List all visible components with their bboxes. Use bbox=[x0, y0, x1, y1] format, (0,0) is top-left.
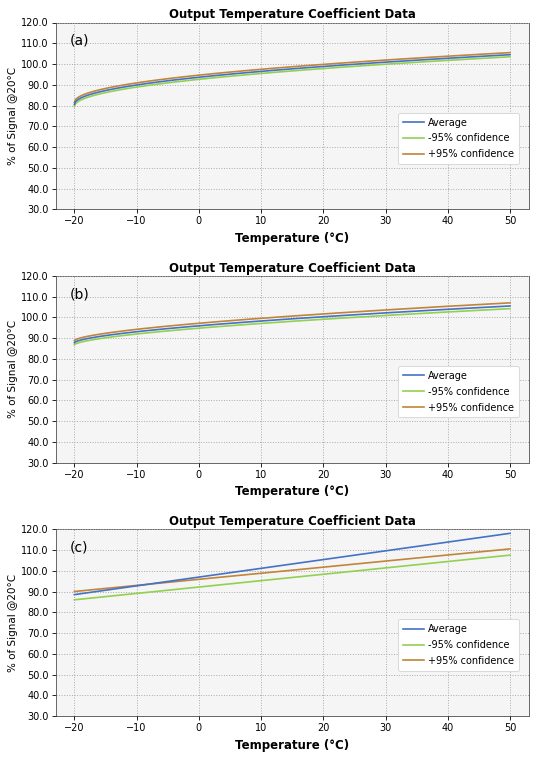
-95% confidence bbox=[124, 84, 130, 93]
-95% confidence bbox=[244, 70, 250, 79]
Y-axis label: % of Signal @20°C: % of Signal @20°C bbox=[9, 574, 18, 672]
Legend: Average, -95% confidence, +95% confidence: Average, -95% confidence, +95% confidenc… bbox=[398, 366, 519, 417]
-95% confidence bbox=[388, 311, 394, 320]
-95% confidence bbox=[244, 578, 250, 587]
Y-axis label: % of Signal @20°C: % of Signal @20°C bbox=[9, 320, 18, 419]
-95% confidence bbox=[124, 331, 130, 340]
Line: -95% confidence: -95% confidence bbox=[74, 57, 510, 106]
Average bbox=[124, 328, 130, 337]
-95% confidence bbox=[388, 563, 394, 572]
+95% confidence bbox=[71, 336, 77, 345]
-95% confidence bbox=[507, 550, 513, 559]
Text: (a): (a) bbox=[70, 33, 89, 48]
Line: -95% confidence: -95% confidence bbox=[74, 555, 510, 600]
Average bbox=[345, 311, 352, 320]
Line: +95% confidence: +95% confidence bbox=[74, 549, 510, 591]
Average bbox=[388, 308, 394, 317]
X-axis label: Temperature (°C): Temperature (°C) bbox=[235, 486, 349, 499]
-95% confidence bbox=[386, 311, 392, 320]
X-axis label: Temperature (°C): Temperature (°C) bbox=[235, 739, 349, 752]
+95% confidence bbox=[213, 69, 220, 78]
-95% confidence bbox=[386, 563, 392, 572]
Average bbox=[244, 68, 250, 78]
+95% confidence bbox=[386, 55, 392, 65]
Average bbox=[213, 320, 220, 329]
+95% confidence bbox=[124, 326, 130, 335]
Text: (b): (b) bbox=[70, 287, 90, 301]
-95% confidence bbox=[386, 59, 392, 68]
Average bbox=[507, 50, 513, 59]
-95% confidence bbox=[388, 59, 394, 68]
Text: (c): (c) bbox=[70, 540, 89, 554]
Average bbox=[71, 100, 77, 109]
Average bbox=[345, 60, 352, 69]
Line: +95% confidence: +95% confidence bbox=[74, 52, 510, 103]
-95% confidence bbox=[71, 595, 77, 604]
-95% confidence bbox=[213, 73, 220, 82]
+95% confidence bbox=[386, 306, 392, 315]
+95% confidence bbox=[213, 573, 220, 582]
-95% confidence bbox=[345, 567, 352, 576]
-95% confidence bbox=[124, 590, 130, 599]
-95% confidence bbox=[71, 340, 77, 350]
Average bbox=[386, 546, 392, 555]
Line: Average: Average bbox=[74, 55, 510, 105]
-95% confidence bbox=[345, 313, 352, 322]
Legend: Average, -95% confidence, +95% confidence: Average, -95% confidence, +95% confidenc… bbox=[398, 112, 519, 164]
-95% confidence bbox=[213, 322, 220, 331]
Line: +95% confidence: +95% confidence bbox=[74, 302, 510, 340]
+95% confidence bbox=[71, 98, 77, 107]
Average bbox=[388, 546, 394, 555]
Average bbox=[71, 590, 77, 599]
Line: Average: Average bbox=[74, 534, 510, 594]
Y-axis label: % of Signal @20°C: % of Signal @20°C bbox=[9, 67, 18, 165]
Average bbox=[213, 71, 220, 80]
Average bbox=[345, 552, 352, 561]
+95% confidence bbox=[345, 308, 352, 317]
Title: Output Temperature Coefficient Data: Output Temperature Coefficient Data bbox=[169, 261, 416, 274]
-95% confidence bbox=[507, 304, 513, 313]
+95% confidence bbox=[388, 556, 394, 565]
Title: Output Temperature Coefficient Data: Output Temperature Coefficient Data bbox=[169, 515, 416, 528]
Average bbox=[388, 57, 394, 66]
+95% confidence bbox=[388, 55, 394, 65]
-95% confidence bbox=[71, 102, 77, 111]
Average bbox=[244, 565, 250, 575]
+95% confidence bbox=[507, 298, 513, 307]
+95% confidence bbox=[345, 58, 352, 67]
-95% confidence bbox=[213, 581, 220, 590]
Average bbox=[507, 302, 513, 311]
Line: Average: Average bbox=[74, 306, 510, 343]
+95% confidence bbox=[388, 305, 394, 314]
Average bbox=[124, 82, 130, 91]
Average bbox=[386, 57, 392, 66]
Average bbox=[71, 338, 77, 347]
+95% confidence bbox=[386, 556, 392, 565]
+95% confidence bbox=[244, 66, 250, 75]
-95% confidence bbox=[345, 62, 352, 71]
-95% confidence bbox=[244, 320, 250, 329]
Average bbox=[244, 318, 250, 327]
-95% confidence bbox=[507, 52, 513, 62]
+95% confidence bbox=[507, 48, 513, 57]
Legend: Average, -95% confidence, +95% confidence: Average, -95% confidence, +95% confidenc… bbox=[398, 619, 519, 671]
Average bbox=[507, 529, 513, 538]
Title: Output Temperature Coefficient Data: Output Temperature Coefficient Data bbox=[169, 8, 416, 21]
Average bbox=[124, 583, 130, 592]
Average bbox=[386, 308, 392, 317]
+95% confidence bbox=[244, 570, 250, 579]
+95% confidence bbox=[213, 317, 220, 326]
+95% confidence bbox=[124, 582, 130, 591]
+95% confidence bbox=[71, 587, 77, 596]
+95% confidence bbox=[345, 560, 352, 569]
X-axis label: Temperature (°C): Temperature (°C) bbox=[235, 232, 349, 245]
+95% confidence bbox=[124, 80, 130, 89]
+95% confidence bbox=[244, 315, 250, 324]
+95% confidence bbox=[507, 544, 513, 553]
Line: -95% confidence: -95% confidence bbox=[74, 309, 510, 345]
Average bbox=[213, 570, 220, 579]
